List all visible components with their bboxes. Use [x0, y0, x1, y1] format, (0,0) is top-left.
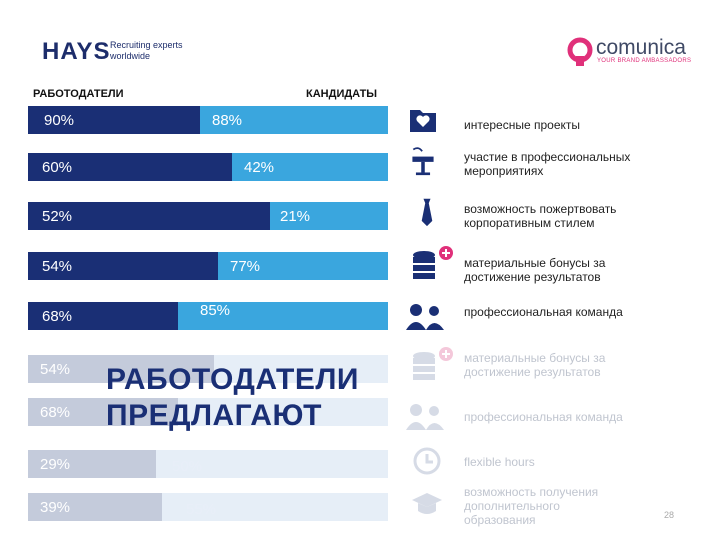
employers-value: 54%	[40, 361, 71, 378]
podium-icon	[412, 147, 434, 176]
hays-logo: HAYS	[42, 38, 111, 65]
chart-row-1: 90% 88%	[28, 106, 388, 134]
page-number: 28	[664, 510, 675, 520]
row-label-3: возможность пожертвовать корпоративным с…	[464, 202, 617, 230]
chart-row-5: 68% 85%	[28, 302, 388, 330]
team-icon	[406, 304, 444, 330]
chart-row-9: 39% 55%	[28, 493, 388, 521]
employers-column-header: РАБОТОДАТЕЛИ	[33, 88, 124, 100]
chart-row-7: 68%	[28, 398, 388, 426]
employers-bar	[28, 355, 214, 383]
employers-value: 60%	[42, 159, 73, 176]
employers-bar	[28, 202, 270, 230]
employers-bar	[28, 153, 232, 181]
employers-value: 29%	[40, 456, 71, 473]
hays-tagline: Recruiting experts worldwide	[110, 40, 183, 61]
coins-plus-icon	[413, 246, 453, 279]
comunica-logo: comunica	[596, 36, 686, 59]
comunica-tagline: YOUR BRAND AMBASSADORS	[597, 58, 692, 64]
clock-icon	[413, 447, 441, 475]
employers-bar	[28, 302, 178, 330]
row-label-1: интересные проекты	[464, 118, 580, 132]
row-label-9: возможность получения дополнительного об…	[464, 485, 599, 527]
employers-value: 39%	[40, 499, 71, 516]
chart-row-2: 60% 42%	[28, 153, 388, 181]
candidates-value: 88%	[212, 112, 243, 129]
heart-folder-icon	[410, 110, 436, 132]
employers-bar	[28, 252, 218, 280]
chart-row-8: 29% 50%	[28, 450, 388, 478]
candidates-column-header: КАНДИДАТЫ	[306, 88, 378, 100]
candidates-value: 55%	[186, 501, 217, 518]
coins-plus-icon	[413, 347, 453, 380]
employers-value: 54%	[42, 258, 73, 275]
employers-bar	[28, 450, 156, 478]
candidates-value: 21%	[280, 208, 311, 225]
overlay-title-line-1: РАБОТОДАТЕЛИ	[106, 363, 359, 396]
employers-value: 90%	[44, 112, 75, 129]
employers-bar	[28, 493, 162, 521]
row-label-5: профессиональная команда	[464, 305, 623, 319]
candidates-value: 85%	[200, 302, 231, 319]
row-label-2: участие в профессиональных мероприятиях	[464, 150, 631, 178]
employers-bar	[28, 106, 200, 134]
candidates-value: 42%	[244, 159, 275, 176]
overlay-title: РАБОТОДАТЕЛИ ПРЕДЛАГАЮТ	[106, 362, 359, 434]
comunica-logo-icon	[567, 37, 593, 66]
chart-row-6: 54%	[28, 355, 388, 383]
tie-icon	[421, 198, 433, 227]
chart-row-4: 54% 77%	[28, 252, 388, 280]
employers-value: 68%	[40, 404, 71, 421]
chart-row-3: 52% 21%	[28, 202, 388, 230]
team-icon	[406, 404, 444, 430]
candidates-value: 50%	[172, 458, 203, 475]
candidates-value: 77%	[230, 258, 261, 275]
employers-value: 68%	[42, 308, 73, 325]
row-label-6: материальные бонусы за достижение резуль…	[464, 351, 606, 379]
row-label-4: материальные бонусы за достижение резуль…	[464, 256, 606, 284]
overlay-title-line-2: ПРЕДЛАГАЮТ	[106, 399, 322, 432]
graduation-cap-icon	[412, 493, 442, 514]
employers-bar	[28, 398, 178, 426]
employers-value: 52%	[42, 208, 73, 225]
row-label-7: профессиональная команда	[464, 410, 623, 424]
row-label-8: flexible hours	[464, 455, 535, 469]
